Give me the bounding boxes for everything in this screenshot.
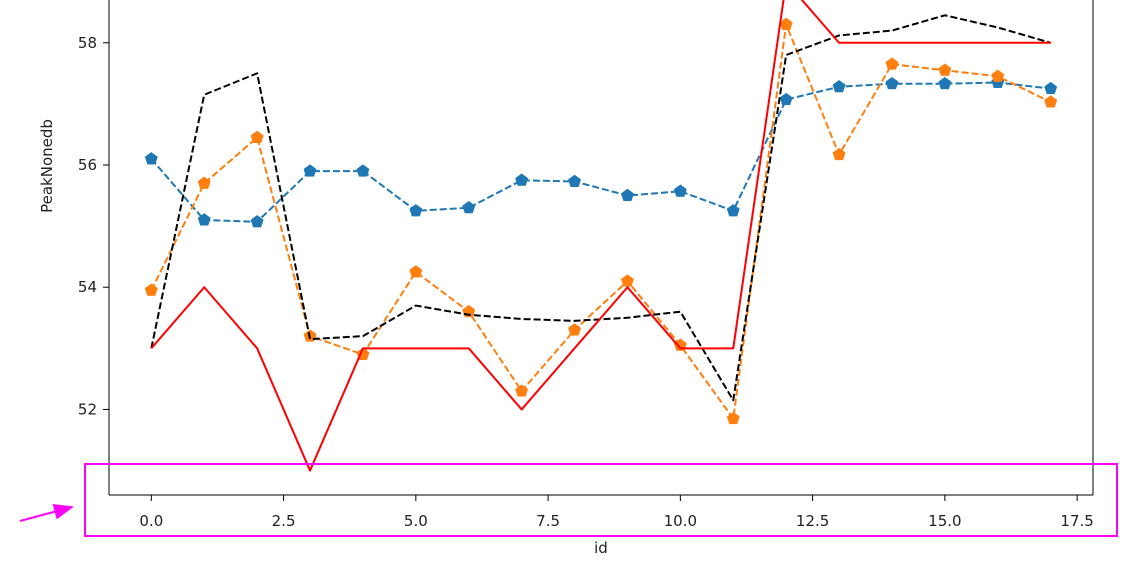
series-1-point	[250, 130, 264, 144]
series-2	[150, 14, 1051, 402]
series-2-line	[150, 14, 1051, 402]
series-layer	[144, 0, 1058, 472]
series-0-point	[1044, 81, 1058, 95]
series-0-line	[150, 81, 1051, 223]
x-tick-label: 17.5	[1060, 512, 1093, 530]
series-0-point	[779, 92, 793, 106]
x-tick-label: 0.0	[139, 512, 163, 530]
series-1-point	[620, 274, 634, 287]
series-1-point	[197, 176, 211, 189]
series-1-point	[938, 63, 952, 76]
series-0-point	[144, 152, 158, 165]
series-0-point	[409, 204, 423, 217]
series-0-point	[832, 79, 846, 93]
series-1-point	[1044, 95, 1058, 108]
series-1-line	[150, 23, 1052, 420]
series-1-point	[568, 323, 582, 336]
series-1-point	[409, 265, 423, 278]
series-0-point	[568, 174, 582, 188]
y-tick-label: 52	[78, 400, 97, 418]
series-1-point	[726, 411, 740, 425]
series-1-point	[832, 147, 846, 161]
series-1-point	[991, 69, 1005, 82]
series-0-point	[356, 164, 370, 177]
x-tick-label: 15.0	[928, 512, 961, 530]
series-0-point	[462, 200, 476, 214]
series-3	[150, 0, 1051, 472]
series-0-point	[250, 215, 264, 228]
x-axis-label: id	[594, 539, 608, 557]
x-tick-label: 5.0	[404, 512, 428, 530]
x-tick-label: 10.0	[664, 512, 697, 530]
y-ticks: 52 54 56 58	[78, 34, 109, 418]
series-3-line	[150, 0, 1051, 472]
series-1-point	[144, 283, 158, 296]
series-0-point	[938, 76, 952, 90]
series-1	[144, 17, 1058, 425]
y-tick-label: 58	[78, 34, 97, 52]
series-1-point	[885, 57, 899, 70]
series-0-point	[726, 204, 740, 217]
x-ticks: 0.0 2.5 5.0 7.5 10.0 12.5 15.0 17.5	[139, 495, 1094, 530]
series-0-point	[620, 188, 634, 202]
y-axis-label: PeakNonedb	[38, 119, 56, 213]
y-tick-label: 56	[78, 156, 97, 174]
series-1-point	[515, 384, 529, 397]
series-0-point	[303, 164, 317, 177]
series-0-point	[673, 184, 687, 197]
highlight-arrow	[19, 503, 74, 522]
x-tick-label: 2.5	[272, 512, 296, 530]
series-0-point	[197, 213, 211, 226]
y-tick-label: 54	[78, 278, 97, 296]
series-0-point	[885, 76, 899, 90]
x-tick-label: 7.5	[536, 512, 560, 530]
x-tick-label: 12.5	[796, 512, 829, 530]
plot-area	[108, 0, 1094, 496]
series-1-point	[779, 17, 793, 30]
series-0	[144, 75, 1058, 228]
highlight-box	[84, 463, 1118, 537]
series-0-point	[515, 173, 529, 186]
